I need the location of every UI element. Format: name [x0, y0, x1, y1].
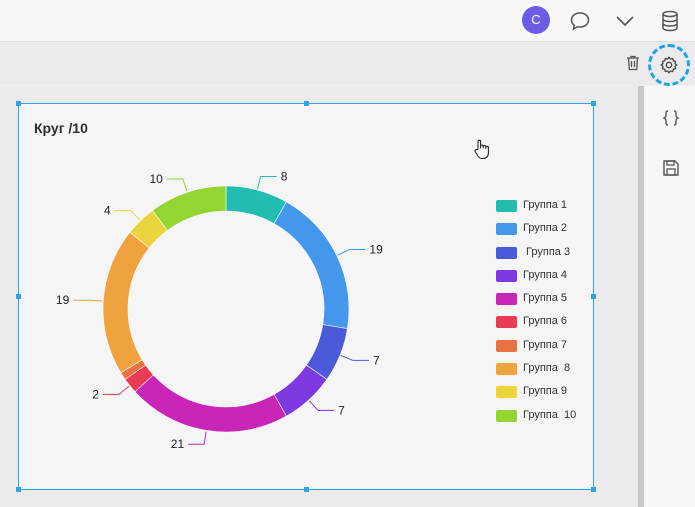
data-label-leader [102, 385, 130, 395]
resize-handle-top[interactable] [304, 101, 309, 106]
widget-title: Круг /10 [34, 120, 88, 136]
legend-swatch [496, 223, 517, 236]
legend-swatch [496, 200, 517, 212]
legend-swatch [496, 386, 517, 399]
data-label: 7 [373, 353, 380, 367]
resize-handle-right[interactable] [591, 294, 596, 299]
resize-handle-top-right[interactable] [591, 101, 596, 106]
legend-swatch [496, 293, 517, 306]
resize-handle-bottom-left[interactable] [16, 487, 21, 492]
legend-label: Группа 3 [523, 245, 571, 258]
hand-cursor-icon [474, 139, 489, 160]
comment-icon[interactable] [568, 9, 592, 33]
code-braces-icon[interactable] [661, 108, 681, 128]
data-label-leader [340, 355, 369, 361]
data-label-leader [188, 431, 207, 445]
legend-label: Группа 1 [523, 199, 568, 211]
user-avatar[interactable]: C [522, 6, 550, 34]
legend-label: Группа 8 [523, 362, 571, 375]
data-label-leader [114, 210, 141, 221]
legend-swatch [496, 316, 517, 329]
database-icon[interactable] [658, 9, 682, 33]
legend-swatch [496, 409, 517, 422]
legend-label: Группа 9 [523, 385, 568, 398]
data-label: 19 [369, 243, 383, 257]
resize-handle-bottom[interactable] [304, 487, 309, 492]
data-label: 10 [149, 172, 163, 186]
widget-toolbar [0, 42, 695, 85]
data-label-leader [73, 299, 103, 302]
resize-handle-left[interactable] [16, 294, 21, 299]
settings-button[interactable] [648, 44, 690, 86]
data-label: 19 [56, 293, 70, 307]
data-label: 7 [338, 403, 345, 417]
legend-label: Группа 2 [523, 222, 568, 235]
data-label-leader [256, 175, 277, 190]
vertical-scrollbar[interactable] [638, 86, 644, 507]
legend-label: Группа 5 [523, 292, 568, 305]
data-label-leader [166, 178, 188, 192]
legend-label: Группа 7 [523, 338, 568, 351]
donut-slice[interactable] [134, 374, 287, 433]
legend-swatch [496, 363, 517, 376]
donut-slice[interactable] [273, 201, 350, 329]
top-bar: C [0, 0, 695, 42]
legend-label: Группа 4 [523, 268, 568, 281]
trash-icon[interactable] [624, 54, 642, 72]
legend-swatch [496, 246, 517, 259]
right-sidebar [645, 86, 695, 507]
data-label: 4 [104, 204, 111, 218]
chevron-down-icon[interactable] [613, 9, 637, 33]
donut-chart-widget[interactable]: Круг /10 8 19 7 7 21 2 19 4 10 Группа 1 Группа 2 … [18, 103, 594, 490]
data-label-leader [337, 249, 366, 256]
data-label: 2 [92, 387, 99, 401]
legend-label: Группа 6 [523, 315, 568, 328]
data-label-leader [308, 400, 335, 411]
data-label: 8 [281, 169, 288, 183]
data-label: 21 [171, 437, 185, 451]
save-icon[interactable] [661, 158, 681, 178]
legend-swatch [496, 339, 517, 352]
donut-chart: 8 19 7 7 21 2 19 4 10 [56, 169, 383, 451]
resize-handle-bottom-right[interactable] [591, 487, 596, 492]
legend-swatch [496, 269, 517, 282]
resize-handle-top-left[interactable] [16, 101, 21, 106]
donut-slice[interactable] [102, 231, 150, 374]
legend-label: Группа 10 [523, 408, 577, 421]
gear-icon [660, 56, 678, 74]
donut-slice[interactable] [152, 185, 227, 231]
